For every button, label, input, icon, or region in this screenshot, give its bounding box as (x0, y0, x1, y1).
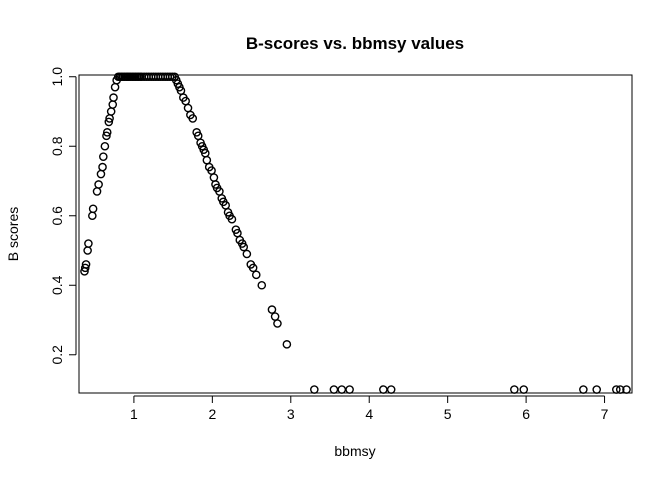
data-point (102, 128, 112, 137)
data-point (183, 103, 193, 113)
data-point (83, 246, 92, 255)
data-point (282, 340, 292, 349)
data-point (622, 385, 631, 394)
data-point (612, 385, 621, 394)
y-tick-label: 0.2 (49, 345, 65, 365)
data-point (100, 141, 110, 151)
data-point (81, 260, 91, 269)
data-point (379, 385, 388, 394)
x-tick-label: 1 (130, 406, 138, 422)
data-point (345, 385, 354, 394)
y-tick-label: 1.0 (49, 67, 65, 87)
y-tick-label: 0.8 (49, 136, 65, 156)
data-point (273, 319, 282, 328)
plot-frame (78, 74, 633, 394)
chart-title: B-scores vs. bbmsy values (246, 34, 464, 53)
y-tick-label: 0.4 (49, 275, 65, 295)
data-point (106, 107, 116, 116)
data-point (329, 385, 339, 394)
data-point (248, 263, 258, 273)
data-point (209, 173, 219, 182)
data-point (270, 312, 280, 321)
data-point (242, 249, 252, 259)
x-tick-label: 4 (365, 406, 373, 422)
y-axis-label: B scores (5, 207, 21, 261)
data-point (104, 117, 114, 127)
data-point (96, 169, 106, 179)
data-point (108, 100, 118, 109)
data-point (165, 72, 175, 82)
data-point (579, 385, 588, 394)
y-axis: 0.2 0.4 0.6 0.8 1.0 (49, 67, 77, 365)
data-point (99, 152, 108, 161)
data-point (386, 385, 396, 394)
y-tick-label: 0.6 (49, 206, 65, 226)
data-point (92, 187, 102, 196)
data-point (80, 263, 90, 273)
data-point (615, 385, 625, 394)
data-point (202, 155, 212, 165)
x-axis: 1 2 3 4 5 6 7 (130, 395, 609, 422)
data-point (337, 385, 347, 394)
data-point (519, 385, 529, 394)
data-point (257, 280, 267, 290)
data-point (84, 239, 93, 248)
data-point (102, 131, 111, 141)
x-axis-label: bbmsy (334, 443, 375, 459)
data-point (510, 385, 519, 394)
data-point (592, 385, 602, 394)
x-tick-label: 5 (444, 406, 452, 422)
data-point (188, 114, 198, 123)
data-point (98, 162, 107, 172)
data-point (88, 204, 98, 214)
data-point (239, 242, 249, 252)
data-point (110, 82, 120, 92)
data-point (227, 214, 237, 224)
data-points (80, 72, 631, 394)
data-point (109, 93, 118, 102)
x-tick-label: 3 (287, 406, 295, 422)
data-point (267, 305, 277, 314)
x-tick-label: 7 (601, 406, 609, 422)
x-tick-label: 6 (522, 406, 530, 422)
data-point (94, 180, 103, 189)
data-point (310, 385, 319, 394)
data-point (88, 211, 97, 221)
data-point (251, 270, 261, 280)
x-tick-label: 2 (208, 406, 216, 422)
